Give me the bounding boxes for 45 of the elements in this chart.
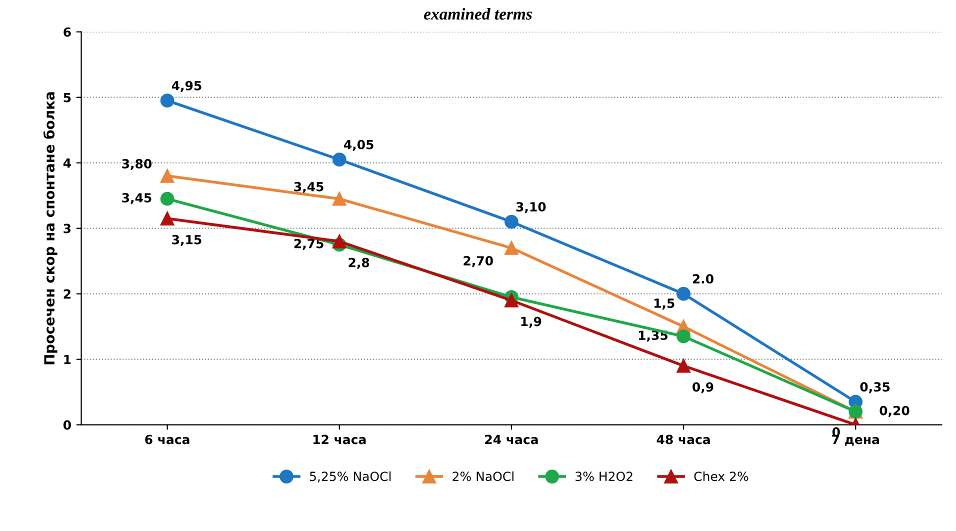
x-tick-label: 24 часа bbox=[485, 434, 538, 444]
point bbox=[676, 358, 690, 373]
x-tick-label: 48 часа bbox=[656, 434, 710, 444]
data-label: 4,95 bbox=[172, 80, 202, 92]
y-tick-label: 6 bbox=[64, 27, 71, 37]
point bbox=[504, 293, 518, 308]
data-label: 4,05 bbox=[344, 140, 374, 151]
y-tick-label: 2 bbox=[64, 289, 70, 299]
point bbox=[160, 168, 174, 183]
point bbox=[160, 192, 174, 206]
y-tick-label: 4 bbox=[63, 158, 71, 168]
point bbox=[332, 152, 346, 167]
data-label: 3,45 bbox=[294, 182, 324, 193]
x-tick-label: 6 часа bbox=[145, 434, 190, 444]
data-label: 3,10 bbox=[516, 202, 546, 214]
legend-label: Chex 2% bbox=[694, 471, 748, 482]
legend-label: 2% NaOCl bbox=[452, 471, 514, 482]
data-label: 0,9 bbox=[692, 382, 714, 394]
data-label: 2,8 bbox=[348, 258, 370, 269]
data-label: 1,9 bbox=[521, 316, 542, 328]
y-axis-title: Просечен скор на спонтане болка bbox=[43, 92, 58, 364]
legend-label: 3% H2O2 bbox=[576, 472, 632, 482]
data-label: 0,35 bbox=[860, 382, 890, 394]
data-label: 2.0 bbox=[692, 274, 714, 284]
data-label: 1,5 bbox=[654, 298, 674, 310]
y-tick-label: 5 bbox=[64, 92, 71, 102]
point bbox=[676, 329, 690, 344]
data-label: 3,15 bbox=[172, 234, 202, 246]
point bbox=[332, 234, 346, 248]
x-tick-label: 12 часа bbox=[313, 434, 366, 444]
data-label: 3,45 bbox=[122, 193, 152, 204]
y-tick-label: 0 bbox=[63, 420, 71, 430]
legend-label: 5,25% NaOCl bbox=[310, 471, 391, 482]
data-label: 3,80 bbox=[122, 159, 152, 170]
point bbox=[504, 241, 518, 255]
point bbox=[160, 212, 174, 226]
point bbox=[676, 286, 690, 301]
data-label: 2,70 bbox=[464, 256, 493, 268]
point bbox=[332, 192, 346, 206]
point bbox=[504, 214, 518, 229]
point bbox=[160, 94, 174, 108]
chart-title: examined terms bbox=[424, 8, 532, 20]
y-tick-label: 1 bbox=[64, 354, 71, 364]
y-tick-label: 3 bbox=[64, 224, 71, 234]
data-label: 0,20 bbox=[880, 406, 910, 417]
